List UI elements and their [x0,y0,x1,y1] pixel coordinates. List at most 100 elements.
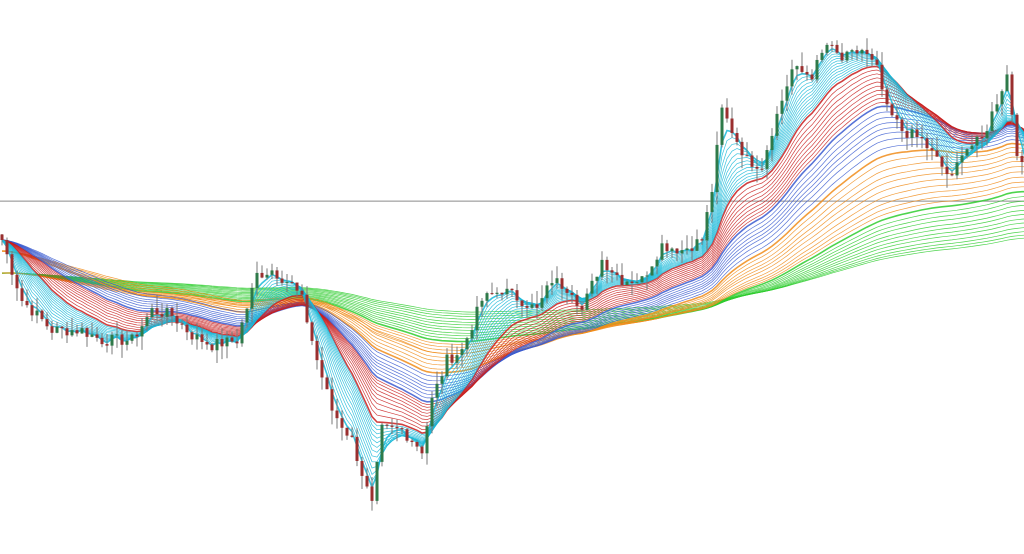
candle-body [530,304,534,308]
ema-line-30 [1,94,1024,411]
ema-line-178 [1,210,1024,331]
candle [400,426,404,435]
candle [0,233,4,246]
candle [565,286,569,304]
candle-body [515,290,519,301]
candle-body [755,166,759,169]
candle [445,348,449,380]
candle [985,124,989,146]
candle [290,275,294,284]
candle [50,320,54,340]
candle-body [255,272,259,288]
moving-average-ribbon [1,47,1024,490]
candle-body [105,344,109,346]
candle [750,151,754,172]
candle [130,333,134,344]
candle-body [395,426,399,429]
candle [990,102,994,133]
candle-body [535,304,539,308]
candle [165,304,169,325]
ema-line-88 [2,161,1024,358]
candle-body [235,341,239,344]
ema-line-42 [1,117,1024,395]
candle-body [635,282,639,284]
candle-body [45,319,49,327]
candle [915,121,919,148]
candle-body [930,148,934,151]
candle-body [425,426,429,454]
candle-body [315,340,319,361]
candle [860,48,864,62]
candle [15,270,19,301]
candle [110,331,114,355]
candle-body [265,274,269,278]
candle [145,313,149,332]
candle [540,285,544,311]
candle [625,279,629,286]
candle [20,279,24,307]
candle [730,107,734,138]
candle-body [5,239,9,255]
candle [515,284,519,309]
candle [785,74,789,112]
candle [560,272,564,300]
candle [550,270,554,295]
candle [295,282,299,298]
candle [115,322,119,348]
candle [155,295,159,323]
candle [270,263,274,280]
candle [375,461,379,505]
candle-body [715,144,719,192]
candle [90,322,94,338]
candle [335,398,339,429]
candle [30,300,34,322]
candle [310,321,314,346]
candle-body [785,86,789,101]
candle [425,421,429,465]
candle-body [245,308,249,323]
candle [705,205,709,251]
candle-body [575,294,579,306]
candle [610,266,614,283]
candle [875,50,879,67]
candle [500,292,504,301]
candle [900,116,904,142]
candle [25,289,29,308]
candle-body [400,428,404,430]
candle-body [700,239,704,241]
ema-line-26 [1,85,1024,417]
candle [830,41,834,52]
candle-body [630,281,634,284]
candle-body [310,322,314,341]
candle-body [900,119,904,131]
candle-body [260,272,264,278]
candle-body [545,285,549,299]
candle [930,138,934,161]
candle [635,273,639,284]
candle-body [795,66,799,70]
candle [1000,89,1004,116]
candle-body [660,243,664,260]
candle [555,266,559,289]
candle-body [600,259,604,277]
candle-body [155,308,159,315]
candle-body [675,248,679,254]
candle-body [735,133,739,142]
ema-line-76 [1,151,1024,366]
ema-line-3 [1,47,1024,490]
candle [895,106,899,129]
candle [235,329,239,349]
candle-body [160,314,164,317]
candle-body [125,340,129,345]
candle [275,267,279,286]
ema-line-20 [1,73,1024,427]
candle-body [495,292,499,294]
candle-body [150,308,154,318]
candle [840,43,844,63]
candle-body [390,425,394,427]
candle-body [475,306,479,331]
candle [485,291,489,308]
candle [300,284,304,295]
candle-body [190,332,194,340]
candle [910,124,914,147]
